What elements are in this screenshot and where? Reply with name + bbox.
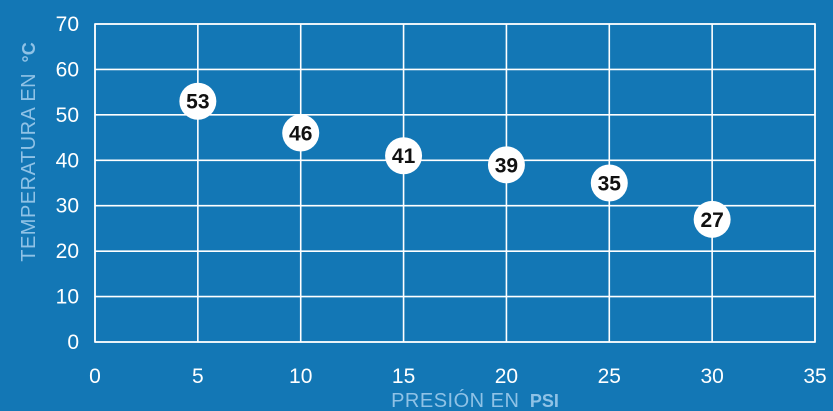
x-axis-title: PRESIÓN EN PSI: [391, 389, 559, 411]
y-axis-title: TEMPERATURA EN °C: [18, 42, 40, 262]
x-axis-ticks: 0 5 10 15 20 25 30 35: [89, 365, 827, 388]
data-label: 35: [598, 173, 622, 196]
x-tick-label: 30: [700, 365, 723, 388]
data-label: 41: [392, 145, 416, 168]
data-points: 53 46 41 39 35 27: [179, 82, 731, 238]
x-tick-label: 20: [495, 365, 518, 388]
y-tick-label: 20: [56, 240, 79, 263]
y-tick-label: 50: [56, 104, 79, 127]
data-label: 39: [495, 154, 518, 177]
y-tick-label: 10: [56, 286, 79, 309]
x-tick-label: 35: [803, 365, 826, 388]
data-point: [179, 82, 217, 120]
y-tick-label: 30: [56, 195, 79, 218]
x-axis-title-unit: PSI: [530, 391, 559, 411]
x-tick-label: 25: [598, 365, 621, 388]
y-tick-label: 40: [56, 149, 79, 172]
x-tick-label: 15: [392, 365, 415, 388]
data-point: [385, 137, 423, 175]
y-axis-ticks: 0 10 20 30 40 50 60 70: [56, 13, 79, 354]
y-tick-label: 70: [56, 13, 79, 36]
grid: [94, 23, 816, 343]
data-label: 27: [700, 209, 723, 232]
data-point: [590, 164, 628, 202]
x-tick-label: 10: [289, 365, 312, 388]
x-axis-title-text: PRESIÓN EN: [391, 389, 519, 411]
y-tick-label: 0: [67, 331, 79, 354]
data-point: [693, 200, 731, 238]
data-point: [487, 146, 525, 184]
y-axis-title-text: TEMPERATURA EN: [18, 73, 40, 262]
x-tick-label: 5: [192, 365, 204, 388]
y-axis-title-unit: °C: [19, 42, 39, 62]
x-tick-label: 0: [89, 365, 101, 388]
data-point: [282, 114, 320, 152]
data-label: 53: [186, 91, 209, 114]
data-label: 46: [289, 123, 312, 146]
plot-area-frame: [94, 23, 816, 343]
y-tick-label: 60: [56, 58, 79, 81]
